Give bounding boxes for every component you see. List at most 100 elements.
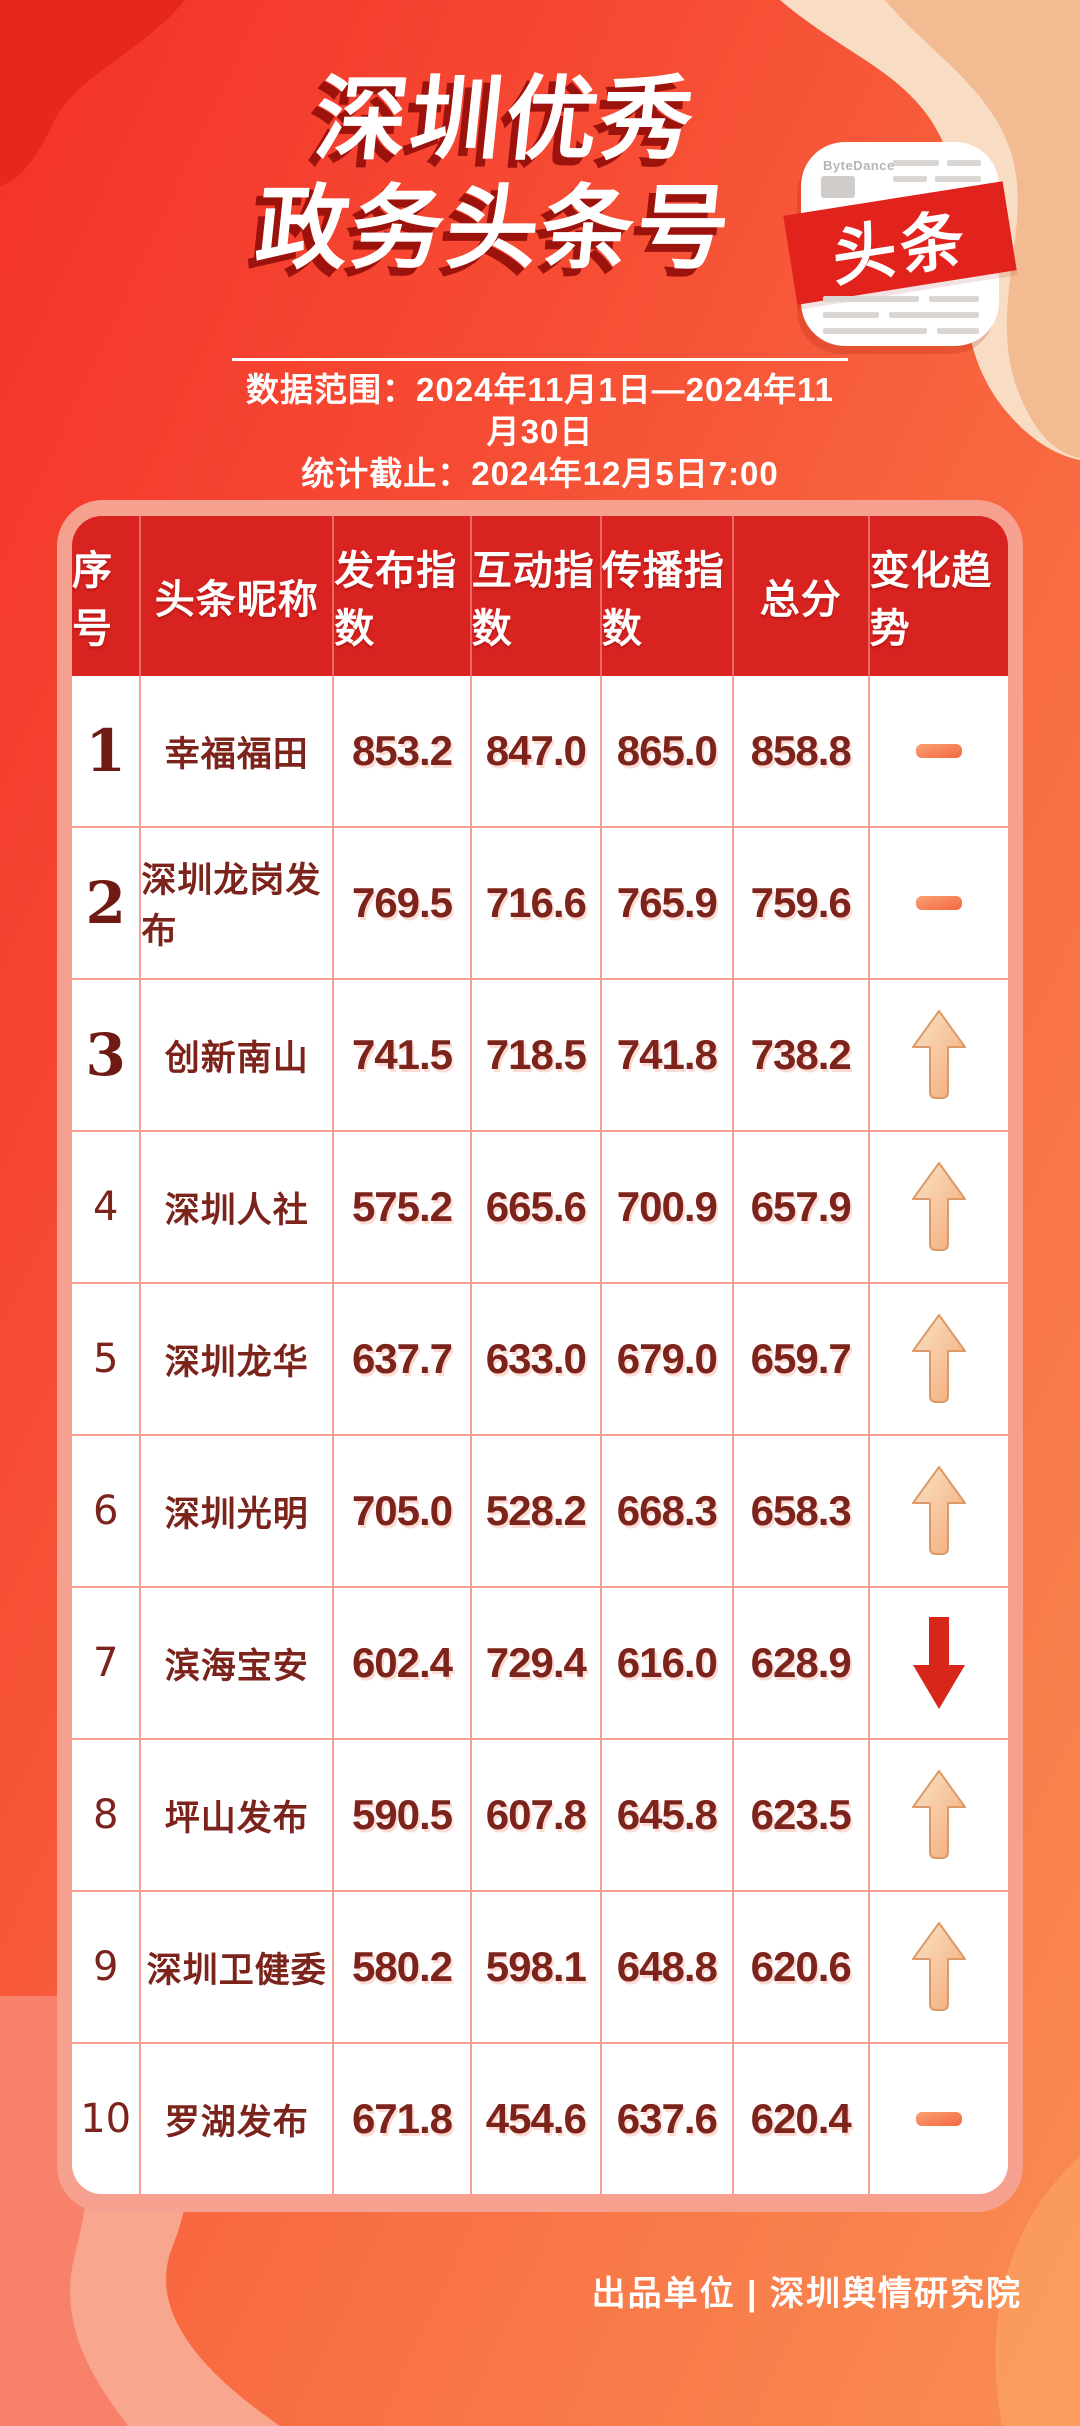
trend-cell xyxy=(867,1132,1008,1282)
total-score-cell: 659.7 xyxy=(731,1284,868,1434)
total-score-cell: 858.8 xyxy=(731,676,868,826)
interaction-index-cell: 718.5 xyxy=(469,980,600,1130)
total-score-cell: 628.9 xyxy=(731,1588,868,1738)
nickname-cell: 幸福福田 xyxy=(139,676,332,826)
table-row: 5 深圳龙华 637.7 633.0 679.0 659.7 xyxy=(72,1282,1008,1434)
trend-up-icon xyxy=(911,1314,966,1403)
col-header-interaction: 互动指数 xyxy=(469,516,600,676)
rank-cell: 7 xyxy=(92,1640,119,1686)
table-row: 7 滨海宝安 602.4 729.4 616.0 628.9 xyxy=(72,1586,1008,1738)
trend-flat-icon xyxy=(915,2112,962,2126)
table-body: 1 幸福福田 853.2 847.0 865.0 858.8 2 深圳龙岗发布 … xyxy=(72,676,1008,2194)
spread-index-cell: 648.8 xyxy=(599,1892,732,2042)
newsline-icon xyxy=(937,328,979,334)
rank-cell: 4 xyxy=(92,1184,119,1230)
interaction-index-cell: 847.0 xyxy=(469,676,600,826)
table-row: 3 创新南山 741.5 718.5 741.8 738.2 xyxy=(72,978,1008,1130)
interaction-index-cell: 607.8 xyxy=(469,1740,600,1890)
footer-credit: 出品单位 | 深圳舆情研究院 xyxy=(591,2275,1022,2313)
col-header-rank: 序号 xyxy=(72,549,113,651)
spread-index-cell: 741.8 xyxy=(599,980,732,1130)
publish-index-cell: 769.5 xyxy=(332,828,470,978)
col-header-nickname: 头条昵称 xyxy=(139,516,332,676)
newsline-icon xyxy=(889,312,979,318)
trend-cell xyxy=(867,980,1008,1130)
publish-index-cell: 637.7 xyxy=(332,1284,470,1434)
trend-up-icon xyxy=(911,1466,966,1555)
total-score-cell: 623.5 xyxy=(731,1740,868,1890)
page-title: 深圳优秀 政务头条号 xyxy=(184,66,817,283)
table-row: 2 深圳龙岗发布 769.5 716.6 765.9 759.6 xyxy=(72,826,1008,978)
publish-index-cell: 580.2 xyxy=(332,1892,470,2042)
trend-cell xyxy=(867,1436,1008,1586)
newsline-icon xyxy=(935,176,981,182)
spread-index-cell: 645.8 xyxy=(599,1740,732,1890)
trend-cell xyxy=(867,676,1008,826)
rank-cell: 8 xyxy=(92,1792,119,1838)
publish-index-cell: 575.2 xyxy=(332,1132,470,1282)
trend-cell xyxy=(867,1588,1008,1738)
trend-flat-icon xyxy=(915,896,962,910)
table-row: 4 深圳人社 575.2 665.6 700.9 657.9 xyxy=(72,1130,1008,1282)
rank-cell: 3 xyxy=(85,1021,126,1089)
col-header-spread: 传播指数 xyxy=(599,516,732,676)
spread-index-cell: 637.6 xyxy=(599,2044,732,2194)
publish-index-cell: 602.4 xyxy=(332,1588,470,1738)
page-title-line2: 政务头条号 xyxy=(251,177,738,280)
toutiao-app-icon: ByteDance 头条 xyxy=(783,142,1017,346)
interaction-index-cell: 633.0 xyxy=(469,1284,600,1434)
spread-index-cell: 679.0 xyxy=(599,1284,732,1434)
nickname-cell: 深圳人社 xyxy=(139,1132,332,1282)
col-header-total: 总分 xyxy=(731,516,868,676)
trend-up-icon xyxy=(911,1922,966,2011)
newsline-icon xyxy=(823,296,919,302)
bytedance-brand-text: ByteDance xyxy=(823,158,895,173)
total-score-cell: 658.3 xyxy=(731,1436,868,1586)
ranking-table: 序号 头条昵称 发布指数 互动指数 传播指数 总分 变化趋势 1 幸福福田 85… xyxy=(72,516,1008,2194)
interaction-index-cell: 454.6 xyxy=(469,2044,600,2194)
trend-cell xyxy=(867,1740,1008,1890)
nickname-cell: 深圳龙华 xyxy=(139,1284,332,1434)
table-row: 10 罗湖发布 671.8 454.6 637.6 620.4 xyxy=(72,2042,1008,2194)
newsline-icon xyxy=(893,176,927,182)
total-score-cell: 620.4 xyxy=(731,2044,868,2194)
nickname-cell: 创新南山 xyxy=(139,980,332,1130)
trend-cell xyxy=(867,2044,1008,2194)
spread-index-cell: 700.9 xyxy=(599,1132,732,1282)
spread-index-cell: 865.0 xyxy=(599,676,732,826)
rank-cell: 6 xyxy=(92,1488,119,1534)
date-range: 数据范围：2024年11月1日—2024年11月30日 xyxy=(246,371,834,450)
nickname-cell: 罗湖发布 xyxy=(139,2044,332,2194)
toutiao-banner: 头条 xyxy=(783,181,1017,305)
newsline-icon xyxy=(929,296,979,302)
date-info-box: 数据范围：2024年11月1日—2024年11月30日 统计截止：2024年12… xyxy=(232,358,848,508)
trend-down-icon xyxy=(912,1617,965,1709)
table-row: 8 坪山发布 590.5 607.8 645.8 623.5 xyxy=(72,1738,1008,1890)
publish-index-cell: 590.5 xyxy=(332,1740,470,1890)
trend-up-icon xyxy=(911,1010,966,1099)
news-image-placeholder xyxy=(821,176,855,198)
col-header-publish: 发布指数 xyxy=(332,516,470,676)
stats-cutoff: 统计截止：2024年12月5日7:00 xyxy=(301,455,779,492)
interaction-index-cell: 528.2 xyxy=(469,1436,600,1586)
toutiao-banner-text: 头条 xyxy=(831,201,970,295)
rank-cell: 9 xyxy=(92,1944,119,1990)
total-score-cell: 657.9 xyxy=(731,1132,868,1282)
newsline-icon xyxy=(893,160,939,166)
publish-index-cell: 705.0 xyxy=(332,1436,470,1586)
trend-up-icon xyxy=(911,1162,966,1251)
table-row: 1 幸福福田 853.2 847.0 865.0 858.8 xyxy=(72,676,1008,826)
total-score-cell: 738.2 xyxy=(731,980,868,1130)
trend-cell xyxy=(867,1284,1008,1434)
publish-index-cell: 671.8 xyxy=(332,2044,470,2194)
newsline-icon xyxy=(823,328,927,334)
interaction-index-cell: 598.1 xyxy=(469,1892,600,2042)
newsline-icon xyxy=(823,312,879,318)
spread-index-cell: 616.0 xyxy=(599,1588,732,1738)
trend-cell xyxy=(867,828,1008,978)
publish-index-cell: 741.5 xyxy=(332,980,470,1130)
nickname-cell: 深圳卫健委 xyxy=(139,1892,332,2042)
publish-index-cell: 853.2 xyxy=(332,676,470,826)
total-score-cell: 759.6 xyxy=(731,828,868,978)
rank-cell: 5 xyxy=(92,1336,119,1382)
